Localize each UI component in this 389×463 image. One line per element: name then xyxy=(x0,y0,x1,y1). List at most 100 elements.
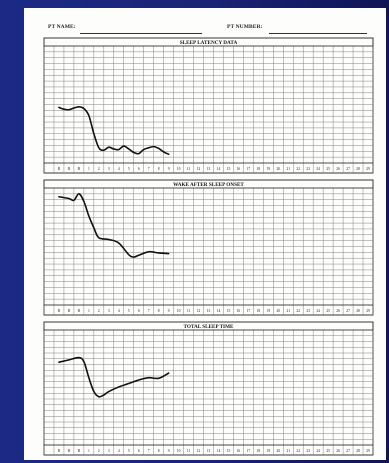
chart-title: SLEEP LATENCY DATA xyxy=(180,40,238,46)
x-tick-label: B xyxy=(58,167,61,171)
x-tick-label: 6 xyxy=(138,449,140,453)
sleep-data-form: PT NAME: PT NUMBER: SLEEP LATENCY DATA B B… xyxy=(24,8,386,460)
x-tick-label: 3 xyxy=(108,449,110,453)
chart-title: TOTAL SLEEP TIME xyxy=(184,324,234,330)
x-tick-label: 4 xyxy=(118,449,120,453)
x-tick-label: B xyxy=(68,449,71,453)
x-tick-label: 10 xyxy=(177,449,181,453)
x-tick-label: 18 xyxy=(257,449,261,453)
x-tick-label: 9 xyxy=(168,309,170,313)
chart-frame xyxy=(43,179,374,316)
x-tick-label: 22 xyxy=(296,449,300,453)
x-tick-label: 8 xyxy=(158,167,160,171)
x-tick-label: 3 xyxy=(108,309,110,313)
series-line xyxy=(58,106,170,156)
x-tick-label: B xyxy=(78,167,81,171)
x-tick-label: 8 xyxy=(158,309,160,313)
x-tick-label: 23 xyxy=(306,167,310,171)
x-tick-label: 11 xyxy=(187,309,191,313)
x-tick-label: 29 xyxy=(366,167,370,171)
x-tick-label: 16 xyxy=(237,309,241,313)
x-tick-label: 25 xyxy=(326,309,330,313)
x-tick-label: 26 xyxy=(336,309,340,313)
x-tick-label: 24 xyxy=(316,449,320,453)
pt-name-field xyxy=(80,33,202,34)
x-tick-label: 16 xyxy=(237,449,241,453)
x-tick-label: 19 xyxy=(267,167,271,171)
x-tick-label: 18 xyxy=(257,167,261,171)
x-tick-label: 21 xyxy=(286,449,290,453)
pt-number-field xyxy=(269,33,367,34)
x-tick-label: 15 xyxy=(227,449,231,453)
x-tick-label: 4 xyxy=(118,167,120,171)
x-tick-label: 24 xyxy=(316,167,320,171)
x-tick-label: 14 xyxy=(217,449,221,453)
x-tick-label: 26 xyxy=(336,449,340,453)
x-tick-label: 29 xyxy=(366,309,370,313)
x-tick-label: 14 xyxy=(217,167,221,171)
x-tick-label: 17 xyxy=(247,309,251,313)
x-tick-label: 28 xyxy=(356,449,360,453)
x-tick-label: 27 xyxy=(346,449,350,453)
x-tick-label: 17 xyxy=(247,167,251,171)
x-tick-label: 6 xyxy=(138,309,140,313)
pt-name-label: PT NAME: xyxy=(48,24,76,30)
x-tick-label: 13 xyxy=(207,167,211,171)
x-tick-label: 21 xyxy=(286,167,290,171)
x-tick-label: B xyxy=(78,449,81,453)
x-tick-label: 25 xyxy=(326,167,330,171)
x-tick-label: 13 xyxy=(207,309,211,313)
x-tick-label: 7 xyxy=(148,309,150,313)
x-tick-label: 21 xyxy=(286,309,290,313)
x-tick-label: 23 xyxy=(306,309,310,313)
x-tick-label: 11 xyxy=(187,449,191,453)
x-tick-label: 3 xyxy=(108,167,110,171)
x-tick-label: 7 xyxy=(148,167,150,171)
x-tick-label: 19 xyxy=(267,449,271,453)
x-tick-label: 5 xyxy=(128,309,130,313)
x-tick-label: 22 xyxy=(296,309,300,313)
x-tick-label: B xyxy=(58,449,61,453)
x-tick-label: B xyxy=(68,309,71,313)
x-tick-label: 2 xyxy=(98,309,100,313)
x-tick-label: 25 xyxy=(326,449,330,453)
x-tick-label: 1 xyxy=(88,167,90,171)
x-tick-label: 27 xyxy=(346,309,350,313)
x-tick-label: B xyxy=(78,309,81,313)
chart-frame xyxy=(43,37,374,174)
x-tick-label: 27 xyxy=(346,167,350,171)
x-tick-label: 9 xyxy=(168,167,170,171)
series-line xyxy=(58,356,170,398)
x-tick-label: B xyxy=(58,309,61,313)
x-tick-label: 2 xyxy=(98,167,100,171)
x-tick-label: 5 xyxy=(128,449,130,453)
x-tick-label: 5 xyxy=(128,167,130,171)
x-tick-label: 20 xyxy=(276,167,280,171)
x-tick-label: 12 xyxy=(197,449,201,453)
x-tick-label: 12 xyxy=(197,309,201,313)
x-tick-label: 1 xyxy=(88,309,90,313)
pt-number-label: PT NUMBER: xyxy=(227,24,263,30)
x-tick-label: 29 xyxy=(366,449,370,453)
x-tick-label: 8 xyxy=(158,449,160,453)
x-tick-label: 4 xyxy=(118,309,120,313)
x-tick-label: 6 xyxy=(138,167,140,171)
x-tick-label: 16 xyxy=(237,167,241,171)
x-tick-label: 20 xyxy=(276,309,280,313)
x-tick-label: 18 xyxy=(257,309,261,313)
x-tick-label: 9 xyxy=(168,449,170,453)
x-tick-label: 23 xyxy=(306,449,310,453)
x-tick-label: 11 xyxy=(187,167,191,171)
series-line xyxy=(58,193,170,258)
x-tick-label: 19 xyxy=(267,309,271,313)
x-tick-label: 1 xyxy=(88,449,90,453)
x-tick-label: 12 xyxy=(197,167,201,171)
x-tick-label: 14 xyxy=(217,309,221,313)
x-tick-label: B xyxy=(68,167,71,171)
x-tick-label: 28 xyxy=(356,309,360,313)
x-tick-label: 26 xyxy=(336,167,340,171)
x-tick-label: 13 xyxy=(207,449,211,453)
